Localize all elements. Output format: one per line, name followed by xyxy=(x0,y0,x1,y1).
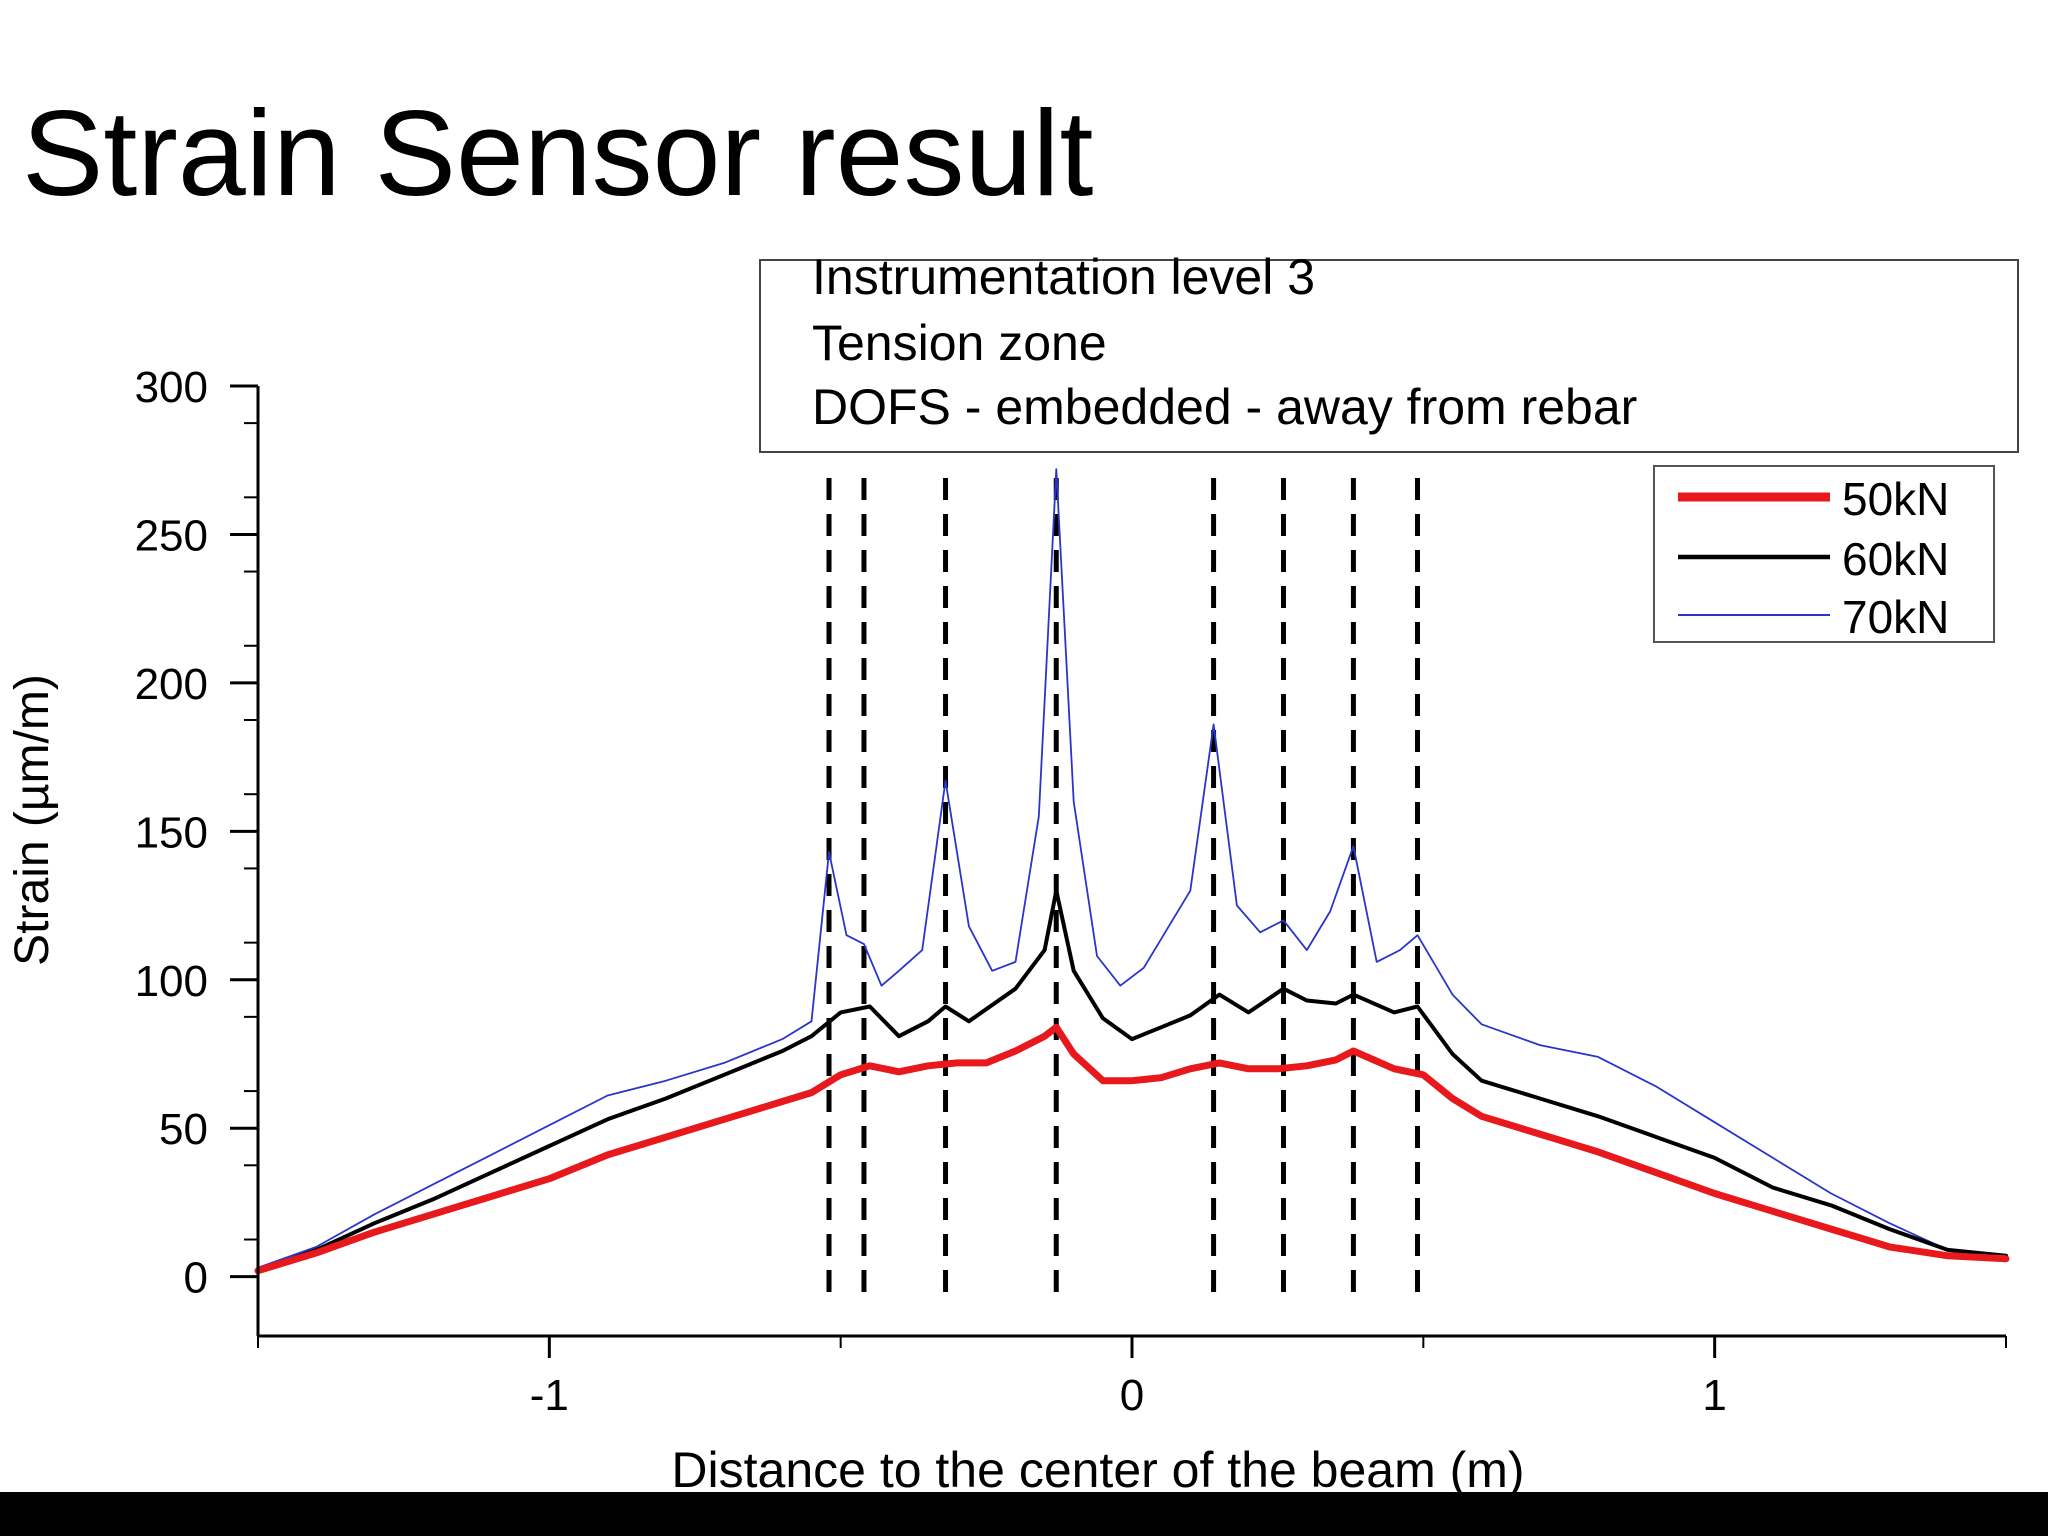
bottom-bar xyxy=(0,1492,2048,1536)
legend-label-50kN: 50kN xyxy=(1842,473,1949,525)
y-tick-label: 150 xyxy=(135,808,208,857)
legend-label-70kN: 70kN xyxy=(1842,591,1949,643)
axes: 0 50 100 150 200 250 300 -1 0 1 xyxy=(135,363,2007,1420)
slide-title: Strain Sensor result xyxy=(22,85,1094,221)
series-line-60kN xyxy=(256,888,2008,1273)
series-line-50kN xyxy=(254,1023,2010,1275)
annotation-line-2: Tension zone xyxy=(812,315,1107,371)
y-axis-label: Strain (µm/m) xyxy=(6,674,59,966)
x-axis-label: Distance to the center of the beam (m) xyxy=(671,1442,1524,1498)
x-tick-label: -1 xyxy=(530,1371,569,1420)
series-line-70kN xyxy=(257,468,2007,1269)
annotation-line-3: DOFS - embedded - away from rebar xyxy=(812,379,1637,435)
y-tick-label: 100 xyxy=(135,957,208,1006)
y-tick-label: 0 xyxy=(184,1254,208,1303)
x-tick-label: 1 xyxy=(1702,1371,1726,1420)
annotation-line-1: Instrumentation level 3 xyxy=(812,249,1315,305)
y-tick-label: 200 xyxy=(135,660,208,709)
y-tick-label: 300 xyxy=(135,363,208,412)
y-tick-label: 250 xyxy=(135,511,208,560)
x-tick-label: 0 xyxy=(1120,1371,1144,1420)
y-tick-label: 50 xyxy=(159,1105,208,1154)
legend: 50kN 60kN 70kN xyxy=(1653,465,1995,643)
series-layer xyxy=(254,468,2010,1275)
crack-lines xyxy=(826,478,1421,1304)
annotation-box: Instrumentation level 3 Tension zone DOF… xyxy=(759,249,2019,453)
legend-label-60kN: 60kN xyxy=(1842,533,1949,585)
annotation-frame xyxy=(759,259,2019,453)
